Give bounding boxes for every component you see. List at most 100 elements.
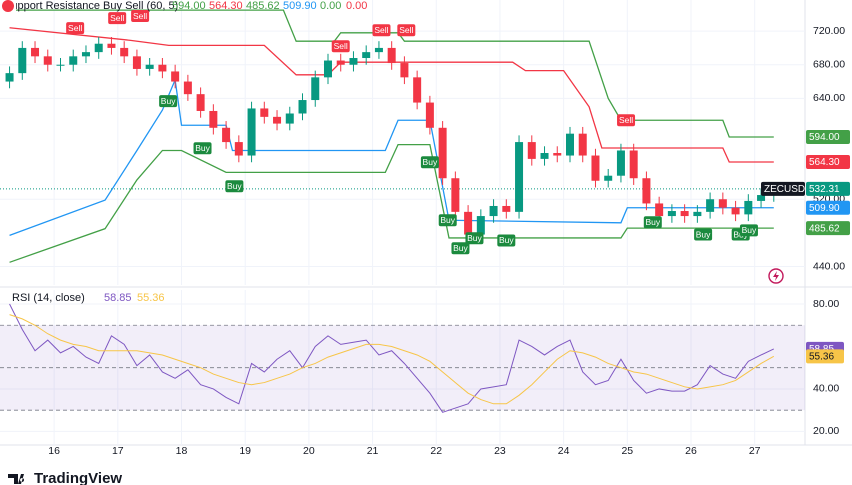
- x-tick-label: 22: [430, 445, 442, 457]
- signal-marker: [420, 156, 439, 169]
- signal-label: Sell: [619, 115, 633, 125]
- signal: Sell: [108, 12, 127, 25]
- signal: Buy: [225, 180, 244, 193]
- signal-marker: [66, 22, 85, 35]
- candle-body: [196, 94, 205, 111]
- candle-body: [693, 211, 702, 217]
- candle-body: [655, 203, 664, 217]
- indicator-icon: [2, 0, 14, 12]
- candle-body: [273, 116, 282, 124]
- indicator-value: 564.30: [209, 0, 243, 12]
- line-badge-bg: [806, 155, 850, 170]
- line-badge: 594.00: [809, 132, 840, 143]
- logo-mark: [8, 474, 25, 484]
- signal-marker: [397, 24, 416, 37]
- candle-body: [285, 113, 294, 124]
- rsi-value: 58.85: [104, 292, 132, 304]
- symbol-badge-bg: [761, 181, 805, 196]
- candle-body: [145, 64, 154, 69]
- indicator-value: 485.62: [246, 0, 280, 12]
- signal-label: Sell: [374, 25, 388, 35]
- candle-body: [744, 200, 753, 215]
- indicator-value: 0.00: [320, 0, 341, 12]
- candle-body: [718, 199, 727, 208]
- rsi-title: RSI (14, close): [12, 292, 85, 304]
- candle-body: [81, 52, 90, 57]
- candle-body: [209, 110, 218, 128]
- line-badge: 509.90: [809, 203, 840, 214]
- sr-line: [9, 143, 774, 263]
- candle-body: [5, 73, 14, 82]
- sr-line: [9, 9, 774, 138]
- signal-label: Buy: [467, 233, 482, 243]
- signal-marker: [438, 214, 457, 227]
- candle-body: [578, 133, 587, 156]
- signal: Buy: [451, 242, 470, 255]
- signal-label: Buy: [195, 143, 210, 153]
- y-tick-label: 680.00: [813, 59, 845, 71]
- signal-marker: [739, 224, 758, 237]
- x-tick-label: 19: [239, 445, 251, 457]
- candle-body: [56, 64, 65, 66]
- signal-label: Buy: [453, 243, 468, 253]
- sr-line: [9, 77, 774, 237]
- indicator-value: 594.00: [172, 0, 206, 12]
- brand: TradingView: [34, 470, 122, 485]
- candle-body: [413, 77, 422, 103]
- candle-body: [18, 47, 27, 74]
- rsi-badge-bg: [806, 349, 844, 364]
- rsi-value: 55.36: [137, 292, 165, 304]
- signal-label: Buy: [696, 229, 711, 239]
- line-badge-bg: [806, 221, 850, 236]
- candle-body: [349, 58, 358, 65]
- indicator-value: 509.90: [283, 0, 317, 12]
- candle-body: [120, 47, 129, 57]
- x-tick-label: 26: [685, 445, 697, 457]
- signal: Sell: [331, 40, 350, 53]
- signal-label: Sell: [133, 11, 147, 21]
- candle-body: [247, 108, 256, 156]
- signal: Sell: [372, 24, 391, 37]
- signal-label: Sell: [399, 25, 413, 35]
- candle-body: [311, 77, 320, 101]
- y-tick-label: 640.00: [813, 92, 845, 104]
- signal: Buy: [497, 234, 516, 247]
- signal-marker: [331, 40, 350, 53]
- signal-marker: [131, 10, 150, 23]
- signal-marker: [451, 242, 470, 255]
- alert-bolt: [773, 271, 779, 281]
- signal-marker: [372, 24, 391, 37]
- candle-body: [69, 56, 78, 65]
- indicator-name: Support Resistance Buy Sell (60, 5): [4, 0, 178, 12]
- candle-body: [387, 47, 396, 64]
- candle-body: [540, 153, 549, 159]
- candle-body: [438, 127, 447, 179]
- candle-body: [476, 216, 485, 235]
- candle-body: [336, 60, 345, 65]
- candle-body: [171, 71, 180, 82]
- y-tick-label: 20.00: [813, 425, 839, 437]
- signal-marker: [193, 142, 212, 155]
- signal-label: Buy: [645, 217, 660, 227]
- signal-label: Sell: [68, 23, 82, 33]
- candle-body: [629, 150, 638, 179]
- price-badge-bg: [806, 181, 850, 196]
- x-tick-label: 23: [494, 445, 506, 457]
- candle-body: [565, 133, 574, 156]
- signal-marker: [617, 114, 636, 127]
- candle-body: [374, 47, 383, 53]
- rsi-badge: 55.36: [809, 351, 834, 362]
- signal-label: Buy: [742, 225, 757, 235]
- alert-icon: [768, 268, 784, 284]
- line-badge-bg: [806, 200, 850, 215]
- signal-label: Sell: [334, 41, 348, 51]
- candle-body: [158, 64, 167, 72]
- y-tick-label: 40.00: [813, 383, 839, 395]
- signal: Sell: [397, 24, 416, 37]
- candle-body: [234, 142, 243, 156]
- candle-body: [107, 43, 116, 48]
- signal-label: Buy: [161, 96, 176, 106]
- rsi-line: [9, 303, 775, 413]
- x-tick-label: 25: [621, 445, 633, 457]
- candle-body: [731, 207, 740, 215]
